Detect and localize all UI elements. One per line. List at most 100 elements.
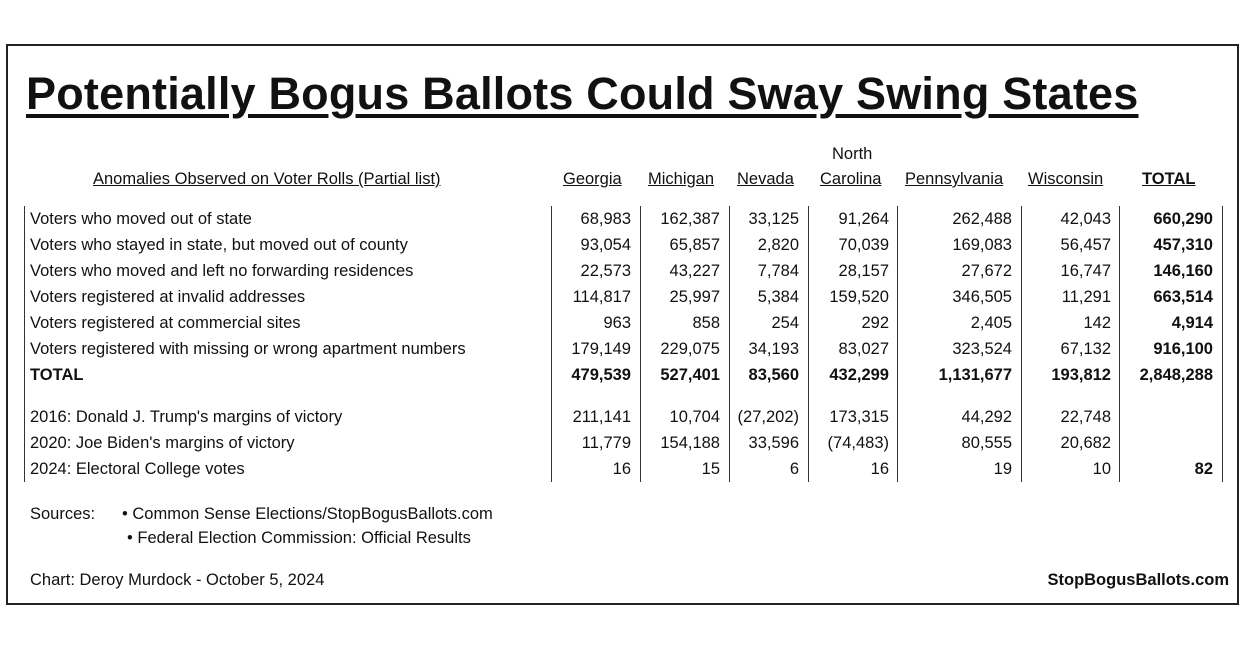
divider: [640, 206, 641, 482]
divider: [24, 206, 25, 482]
table-cell: 916,100: [1153, 340, 1213, 358]
table-cell: 82: [1194, 460, 1213, 478]
row-label: Voters who moved out of state: [30, 210, 252, 228]
table-cell: 68,983: [580, 210, 631, 228]
table-cell: 70,039: [838, 236, 889, 254]
row-label: 2016: Donald J. Trump's margins of victo…: [30, 408, 343, 426]
table-cell: 15: [701, 460, 720, 478]
table-cell: (74,483): [827, 434, 889, 452]
table-cell: 229,075: [660, 340, 720, 358]
table-cell: 19: [993, 460, 1012, 478]
sources-label: Sources:: [30, 505, 96, 523]
table-cell: 80,555: [961, 434, 1012, 452]
divider: [729, 206, 730, 482]
table-cell: 193,812: [1051, 366, 1111, 384]
table-cell: 28,157: [838, 262, 889, 280]
table-cell: 173,315: [829, 408, 889, 426]
table-cell: 83,560: [748, 366, 799, 384]
table-cell: 22,573: [580, 262, 631, 280]
table-cell: 262,488: [952, 210, 1012, 228]
table-cell: 27,672: [961, 262, 1012, 280]
table-cell: 858: [692, 314, 720, 332]
table-cell: (27,202): [737, 408, 799, 426]
table-cell: 67,132: [1060, 340, 1111, 358]
table-cell: 34,193: [748, 340, 799, 358]
table-cell: 16,747: [1060, 262, 1111, 280]
site-link[interactable]: StopBogusBallots.com: [1047, 571, 1229, 589]
table-cell: 25,997: [669, 288, 720, 306]
divider: [808, 206, 809, 482]
row-label: Voters registered with missing or wrong …: [30, 340, 466, 358]
table-cell: 211,141: [572, 408, 631, 426]
table-cell: 663,514: [1153, 288, 1213, 306]
table-cell: 33,596: [748, 434, 799, 452]
table-cell: 660,290: [1153, 210, 1213, 228]
table-cell: 479,539: [571, 366, 631, 384]
table-cell: 114,817: [572, 288, 631, 306]
table-cell: 10: [1092, 460, 1111, 478]
table-cell: 169,083: [952, 236, 1012, 254]
table-cell: 44,292: [961, 408, 1012, 426]
table-cell: 159,520: [829, 288, 889, 306]
header-pennsylvania: Pennsylvania: [905, 170, 1004, 188]
divider: [897, 206, 898, 482]
table-cell: 56,457: [1060, 236, 1111, 254]
chart-frame: [6, 44, 1239, 605]
divider: [551, 206, 552, 482]
divider: [1222, 206, 1223, 482]
table-cell: 142: [1083, 314, 1111, 332]
divider: [1021, 206, 1022, 482]
row-label: Voters registered at invalid addresses: [30, 288, 306, 306]
table-cell: 6: [789, 460, 799, 478]
table-cell: 146,160: [1153, 262, 1213, 280]
header-georgia: Georgia: [563, 170, 622, 188]
table-cell: 43,227: [669, 262, 720, 280]
table-cell: 4,914: [1171, 314, 1213, 332]
chart-credit: Chart: Deroy Murdock - October 5, 2024: [30, 571, 325, 589]
header-michigan: Michigan: [648, 170, 715, 188]
row-label: Voters registered at commercial sites: [30, 314, 301, 332]
table-cell: 2,820: [757, 236, 799, 254]
table-cell: 2,405: [970, 314, 1012, 332]
table-cell: 963: [603, 314, 631, 332]
table-cell: 457,310: [1153, 236, 1213, 254]
divider: [1119, 206, 1120, 482]
table-cell: 42,043: [1060, 210, 1111, 228]
table-cell: 1,131,677: [938, 366, 1012, 384]
header-nevada: Nevada: [737, 170, 794, 188]
row-label: Voters who stayed in state, but moved ou…: [30, 236, 408, 254]
table-cell: 22,748: [1060, 408, 1111, 426]
table-cell: 5,384: [757, 288, 799, 306]
table-cell: 83,027: [838, 340, 889, 358]
table-cell: 11,779: [581, 434, 631, 452]
table-cell: 527,401: [660, 366, 720, 384]
table-cell: 154,188: [660, 434, 720, 452]
row-label: 2024: Electoral College votes: [30, 460, 245, 478]
table-cell: 20,682: [1060, 434, 1111, 452]
table-cell: 7,784: [757, 262, 799, 280]
row-label: 2020: Joe Biden's margins of victory: [30, 434, 295, 452]
header-row-label: Anomalies Observed on Voter Rolls (Parti…: [93, 170, 441, 188]
header-total: TOTAL: [1142, 170, 1196, 188]
table-cell: 346,505: [952, 288, 1012, 306]
source-2: • Federal Election Commission: Official …: [127, 529, 471, 547]
table-cell: 65,857: [669, 236, 720, 254]
table-cell: 254: [771, 314, 799, 332]
table-cell: 10,704: [669, 408, 720, 426]
table-cell: 292: [861, 314, 889, 332]
table-cell: 11,291: [1061, 288, 1111, 306]
table-cell: 162,387: [660, 210, 720, 228]
header-wisconsin: Wisconsin: [1028, 170, 1104, 188]
table-cell: 432,299: [829, 366, 889, 384]
table-cell: 16: [612, 460, 631, 478]
table-cell: 323,524: [952, 340, 1012, 358]
source-1: • Common Sense Elections/StopBogusBallot…: [122, 505, 493, 523]
row-label: TOTAL: [30, 366, 84, 384]
table-cell: 179,149: [571, 340, 631, 358]
chart-title: Potentially Bogus Ballots Could Sway Swi…: [26, 68, 1139, 119]
table-cell: 16: [870, 460, 889, 478]
table-cell: 93,054: [580, 236, 631, 254]
header-carolina: Carolina: [820, 170, 882, 188]
table-cell: 33,125: [748, 210, 799, 228]
table-cell: 2,848,288: [1139, 366, 1213, 384]
